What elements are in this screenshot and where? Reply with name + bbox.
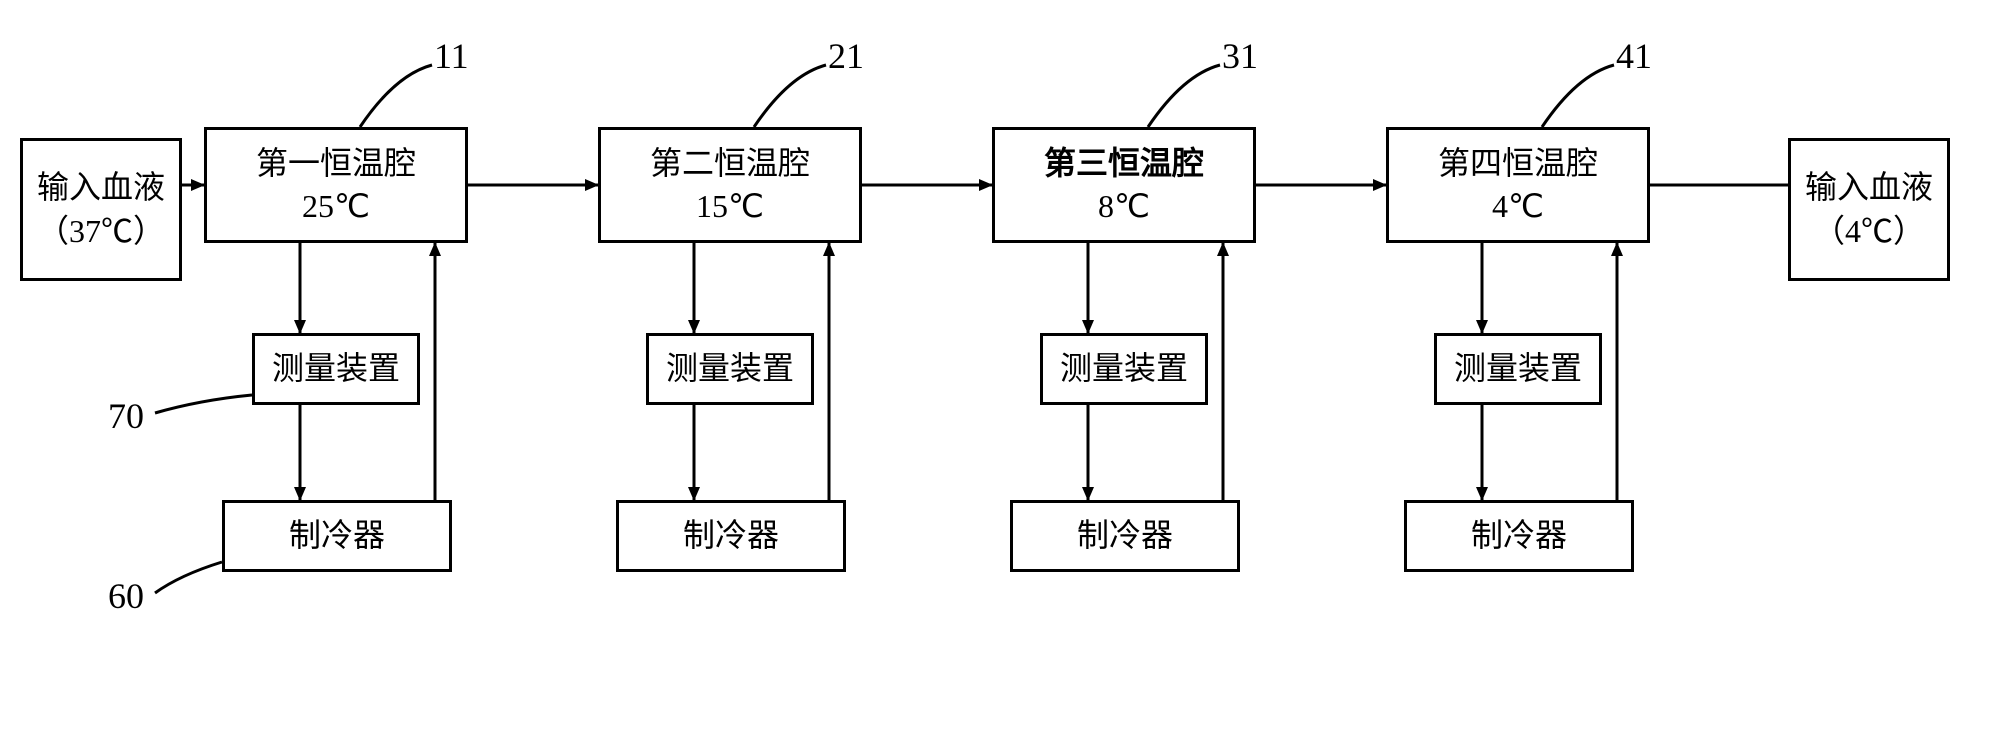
ref-11: 11 bbox=[434, 35, 469, 77]
chamber-2-line1: 第二恒温腔 bbox=[650, 142, 810, 185]
chamber-2-line2: 15℃ bbox=[696, 185, 764, 228]
cooler-1: 制冷器 bbox=[222, 500, 452, 572]
input-line1: 输入血液 bbox=[37, 166, 165, 209]
ref-70: 70 bbox=[108, 395, 144, 437]
cooler-1-label: 制冷器 bbox=[289, 514, 385, 557]
chamber-3-line1: 第三恒温腔 bbox=[1044, 142, 1204, 185]
meas-4-label: 测量装置 bbox=[1454, 347, 1582, 390]
ref-41: 41 bbox=[1616, 35, 1652, 77]
output-box: 输入血液 （4℃） bbox=[1788, 138, 1950, 281]
meas-1-label: 测量装置 bbox=[272, 347, 400, 390]
cooler-3: 制冷器 bbox=[1010, 500, 1240, 572]
block-diagram: 输入血液 （37℃） 输入血液 （4℃） 11 第一恒温腔 25℃ 测量装置 制… bbox=[0, 0, 2001, 753]
chamber-3-line2: 8℃ bbox=[1098, 185, 1150, 228]
meas-3: 测量装置 bbox=[1040, 333, 1208, 405]
chamber-1-line2: 25℃ bbox=[302, 185, 370, 228]
cooler-4: 制冷器 bbox=[1404, 500, 1634, 572]
cooler-2: 制冷器 bbox=[616, 500, 846, 572]
chamber-1: 第一恒温腔 25℃ bbox=[204, 127, 468, 243]
ref-31: 31 bbox=[1222, 35, 1258, 77]
meas-4: 测量装置 bbox=[1434, 333, 1602, 405]
chamber-4-line2: 4℃ bbox=[1492, 185, 1544, 228]
ref-21: 21 bbox=[828, 35, 864, 77]
chamber-3: 第三恒温腔 8℃ bbox=[992, 127, 1256, 243]
input-line2: （37℃） bbox=[37, 210, 165, 253]
cooler-2-label: 制冷器 bbox=[683, 514, 779, 557]
input-box: 输入血液 （37℃） bbox=[20, 138, 182, 281]
cooler-4-label: 制冷器 bbox=[1471, 514, 1567, 557]
output-line2: （4℃） bbox=[1813, 210, 1925, 253]
cooler-3-label: 制冷器 bbox=[1077, 514, 1173, 557]
meas-3-label: 测量装置 bbox=[1060, 347, 1188, 390]
chamber-2: 第二恒温腔 15℃ bbox=[598, 127, 862, 243]
output-line1: 输入血液 bbox=[1805, 166, 1933, 209]
chamber-4-line1: 第四恒温腔 bbox=[1438, 142, 1598, 185]
meas-2: 测量装置 bbox=[646, 333, 814, 405]
chamber-4: 第四恒温腔 4℃ bbox=[1386, 127, 1650, 243]
ref-60: 60 bbox=[108, 575, 144, 617]
chamber-1-line1: 第一恒温腔 bbox=[256, 142, 416, 185]
meas-2-label: 测量装置 bbox=[666, 347, 794, 390]
meas-1: 测量装置 bbox=[252, 333, 420, 405]
